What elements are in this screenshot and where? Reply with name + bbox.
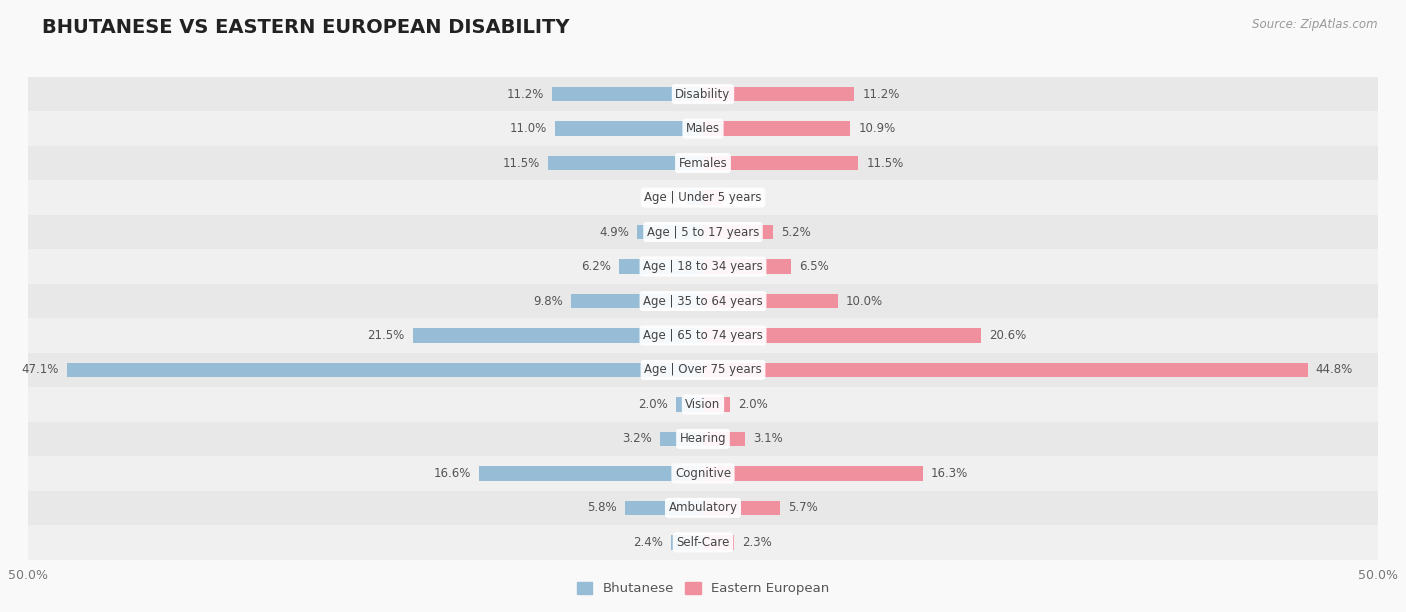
Bar [703,466,922,480]
Text: 11.2%: 11.2% [506,88,544,100]
Bar [703,397,730,412]
Bar [28,77,1378,111]
Text: 2.0%: 2.0% [738,398,768,411]
Legend: Bhutanese, Eastern European: Bhutanese, Eastern European [571,577,835,600]
Bar [479,466,703,480]
Text: Disability: Disability [675,88,731,100]
Text: 11.0%: 11.0% [509,122,547,135]
Text: 9.8%: 9.8% [533,294,562,307]
Bar [703,156,858,170]
Text: 16.3%: 16.3% [931,467,969,480]
Text: 6.5%: 6.5% [799,260,828,273]
Bar [637,225,703,239]
Bar [703,294,838,308]
Bar [703,259,790,274]
Bar [703,328,981,343]
Text: 3.1%: 3.1% [754,433,783,446]
Text: BHUTANESE VS EASTERN EUROPEAN DISABILITY: BHUTANESE VS EASTERN EUROPEAN DISABILITY [42,18,569,37]
Text: Self-Care: Self-Care [676,536,730,549]
Text: Age | 35 to 64 years: Age | 35 to 64 years [643,294,763,307]
Text: Hearing: Hearing [679,433,727,446]
Bar [28,353,1378,387]
Text: 1.4%: 1.4% [730,191,759,204]
Text: 2.3%: 2.3% [742,536,772,549]
Text: Cognitive: Cognitive [675,467,731,480]
Bar [28,215,1378,249]
Bar [28,181,1378,215]
Bar [28,318,1378,353]
Text: 1.2%: 1.2% [648,191,679,204]
Text: 44.8%: 44.8% [1316,364,1353,376]
Bar [28,146,1378,181]
Text: 11.2%: 11.2% [862,88,900,100]
Text: Females: Females [679,157,727,170]
Text: 16.6%: 16.6% [433,467,471,480]
Bar [703,225,773,239]
Text: 47.1%: 47.1% [21,364,59,376]
Text: 3.2%: 3.2% [621,433,652,446]
Text: 11.5%: 11.5% [866,157,904,170]
Bar [28,456,1378,491]
Bar [28,249,1378,284]
Bar [551,87,703,102]
Bar [619,259,703,274]
Text: 5.2%: 5.2% [782,226,811,239]
Text: Age | 18 to 34 years: Age | 18 to 34 years [643,260,763,273]
Bar [703,431,745,446]
Bar [28,111,1378,146]
Text: 10.9%: 10.9% [858,122,896,135]
Text: Age | Under 5 years: Age | Under 5 years [644,191,762,204]
Bar [671,535,703,550]
Text: 5.7%: 5.7% [787,501,818,514]
Bar [28,525,1378,559]
Bar [67,363,703,377]
Text: Males: Males [686,122,720,135]
Bar [28,387,1378,422]
Text: Source: ZipAtlas.com: Source: ZipAtlas.com [1253,18,1378,31]
Text: 2.0%: 2.0% [638,398,668,411]
Bar [703,363,1308,377]
Text: 21.5%: 21.5% [367,329,405,342]
Bar [624,501,703,515]
Text: Vision: Vision [685,398,721,411]
Bar [28,284,1378,318]
Text: Ambulatory: Ambulatory [668,501,738,514]
Text: Age | Over 75 years: Age | Over 75 years [644,364,762,376]
Bar [28,422,1378,456]
Bar [703,87,855,102]
Bar [703,190,721,205]
Bar [554,121,703,136]
Text: Age | 5 to 17 years: Age | 5 to 17 years [647,226,759,239]
Text: 2.4%: 2.4% [633,536,662,549]
Text: 4.9%: 4.9% [599,226,628,239]
Bar [28,491,1378,525]
Bar [703,121,851,136]
Bar [659,431,703,446]
Text: 20.6%: 20.6% [990,329,1026,342]
Bar [571,294,703,308]
Text: 6.2%: 6.2% [581,260,612,273]
Text: 11.5%: 11.5% [502,157,540,170]
Bar [703,535,734,550]
Bar [413,328,703,343]
Bar [686,190,703,205]
Text: Age | 65 to 74 years: Age | 65 to 74 years [643,329,763,342]
Text: 10.0%: 10.0% [846,294,883,307]
Bar [676,397,703,412]
Text: 5.8%: 5.8% [586,501,617,514]
Bar [703,501,780,515]
Bar [548,156,703,170]
